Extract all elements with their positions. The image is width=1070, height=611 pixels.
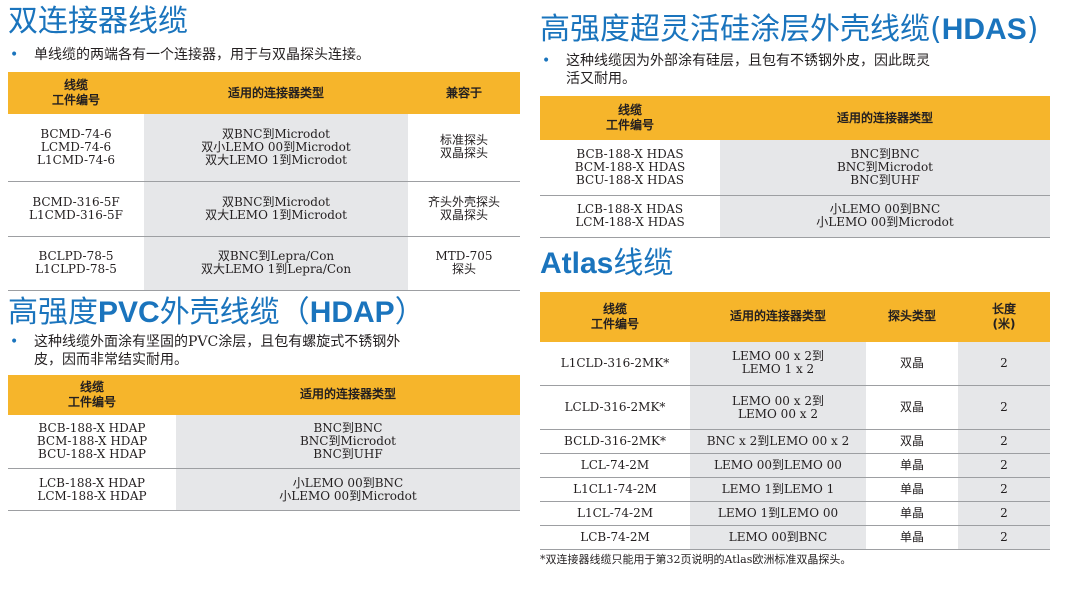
table-row: LCB-74-2M LEMO 00到BNC 单晶 2 [540, 525, 1050, 550]
part-number-cell: BCB-188-X HDAP BCM-188-X HDAP BCU-188-X … [8, 414, 176, 469]
bullet-dot-icon: • [542, 53, 551, 69]
left-column: 双连接器线缆 • 单线缆的两端各有一个连接器，用于与双晶探头连接。 线缆 工件编… [8, 0, 520, 511]
atlas-title: Atlas线缆 [540, 245, 674, 281]
probe-type-cell: 单晶 [866, 525, 958, 550]
table-row: L1CLD-316-2MK* LEMO 00 x 2到 LEMO 1 x 2 双… [540, 341, 1050, 386]
dual-cable-bullet: • 单线缆的两端各有一个连接器，用于与双晶探头连接。 [8, 46, 520, 64]
probe-type-cell: 单晶 [866, 501, 958, 526]
header-part-number: 线缆 工件编号 [540, 96, 720, 140]
part-number-cell: LCLD-316-2MK* [540, 385, 690, 430]
probe-type-cell: 双晶 [866, 385, 958, 430]
connector-cell: BNC x 2到LEMO 00 x 2 [690, 429, 866, 454]
header-length: 长度 (米) [958, 291, 1050, 342]
table-row: BCB-188-X HDAS BCM-188-X HDAS BCU-188-X … [540, 140, 1050, 195]
pvc-bullet: • 这种线缆外面涂有坚固的PVC涂层，且包有螺旋式不锈钢外 皮，因而非常结实耐用… [8, 333, 520, 369]
table-header-row: 线缆 工件编号 适用的连接器类型 探头类型 长度 (米) [540, 291, 1050, 342]
table-row: LCLD-316-2MK* LEMO 00 x 2到 LEMO 00 x 2 双… [540, 385, 1050, 430]
pvc-title: 高强度PVC外壳线缆（HDAP） [8, 294, 425, 330]
table-header-row: 线缆 工件编号 适用的连接器类型 [540, 96, 1050, 140]
probe-type-cell: 双晶 [866, 429, 958, 454]
part-number-cell: BCB-188-X HDAS BCM-188-X HDAS BCU-188-X … [540, 140, 720, 195]
right-column: 高强度超灵活硅涂层外壳线缆(HDAS) • 这种线缆因为外部涂有硅层，且包有不锈… [540, 0, 1050, 567]
table-row: LCB-188-X HDAS LCM-188-X HDAS 小LEMO 00到B… [540, 194, 1050, 238]
part-number-cell: BCLPD-78-5 L1CLPD-78-5 [8, 235, 144, 291]
header-part-number: 线缆 工件编号 [8, 374, 176, 415]
compatible-cell: MTD-705 探头 [408, 235, 520, 291]
compatible-cell: 齐头外壳探头 双晶探头 [408, 180, 520, 236]
table-row: LCL-74-2M LEMO 00到LEMO 00 单晶 2 [540, 453, 1050, 478]
length-cell: 2 [958, 525, 1050, 550]
header-connector-type: 适用的连接器类型 [690, 291, 866, 342]
hdas-title: 高强度超灵活硅涂层外壳线缆(HDAS) [540, 12, 1039, 47]
table-row: LCB-188-X HDAP LCM-188-X HDAP 小LEMO 00到B… [8, 468, 520, 511]
part-number-cell: LCL-74-2M [540, 453, 690, 478]
part-number-cell: BCLD-316-2MK* [540, 429, 690, 454]
length-cell: 2 [958, 341, 1050, 386]
connector-cell: 双BNC到Lepra/Con 双大LEMO 1到Lepra/Con [144, 235, 408, 291]
connector-cell: 双BNC到Microdot 双大LEMO 1到Microdot [144, 180, 408, 236]
connector-cell: LEMO 1到LEMO 00 [690, 501, 866, 526]
part-number-cell: BCMD-74-6 LCMD-74-6 L1CMD-74-6 [8, 114, 144, 181]
dual-cable-title: 双连接器线缆 [8, 4, 520, 40]
header-probe-type: 探头类型 [866, 291, 958, 342]
part-number-cell: L1CLD-316-2MK* [540, 341, 690, 386]
table-row: BCLD-316-2MK* BNC x 2到LEMO 00 x 2 双晶 2 [540, 429, 1050, 454]
compatible-cell: 标准探头 双晶探头 [408, 114, 520, 181]
pvc-table: 线缆 工件编号 适用的连接器类型 BCB-188-X HDAP BCM-188-… [8, 374, 520, 511]
length-cell: 2 [958, 501, 1050, 526]
pvc-bullet-line: 皮，因而非常结实耐用。 [34, 351, 188, 368]
probe-type-cell: 单晶 [866, 477, 958, 502]
hdas-bullet: • 这种线缆因为外部涂有硅层，且包有不锈钢外皮，因此既灵 活又耐用。 [540, 52, 1050, 88]
probe-type-cell: 单晶 [866, 453, 958, 478]
part-number-cell: LCB-188-X HDAP LCM-188-X HDAP [8, 468, 176, 511]
connector-cell: 小LEMO 00到BNC 小LEMO 00到Microdot [176, 468, 520, 511]
part-number-cell: LCB-188-X HDAS LCM-188-X HDAS [540, 194, 720, 238]
connector-cell: BNC到BNC BNC到Microdot BNC到UHF [176, 414, 520, 469]
atlas-footnote: *双连接器线缆只能用于第32页说明的Atlas欧洲标准双晶探头。 [540, 553, 852, 566]
header-connector-type: 适用的连接器类型 [176, 374, 520, 415]
hdas-bullet-line: 这种线缆因为外部涂有硅层，且包有不锈钢外皮，因此既灵 [566, 53, 930, 69]
length-cell: 2 [958, 385, 1050, 430]
hdas-bullet-line: 活又耐用。 [566, 71, 636, 87]
dual-cable-bullet-text: 单线缆的两端各有一个连接器，用于与双晶探头连接。 [34, 47, 370, 63]
length-cell: 2 [958, 453, 1050, 478]
header-part-number: 线缆 工件编号 [8, 72, 144, 114]
table-row: BCB-188-X HDAP BCM-188-X HDAP BCU-188-X … [8, 414, 520, 469]
table-row: BCLPD-78-5 L1CLPD-78-5 双BNC到Lepra/Con 双大… [8, 235, 520, 291]
connector-cell: LEMO 00 x 2到 LEMO 1 x 2 [690, 341, 866, 386]
header-part-number: 线缆 工件编号 [540, 291, 690, 342]
header-compatible: 兼容于 [408, 72, 520, 114]
connector-cell: LEMO 1到LEMO 1 [690, 477, 866, 502]
pvc-bullet-line: 这种线缆外面涂有坚固的PVC涂层，且包有螺旋式不锈钢外 [34, 333, 401, 350]
table-row: L1CL-74-2M LEMO 1到LEMO 00 单晶 2 [540, 501, 1050, 526]
part-number-cell: LCB-74-2M [540, 525, 690, 550]
bullet-dot-icon: • [10, 47, 19, 63]
table-row: BCMD-74-6 LCMD-74-6 L1CMD-74-6 双BNC到Micr… [8, 114, 520, 181]
part-number-cell: L1CL1-74-2M [540, 477, 690, 502]
connector-cell: 双BNC到Microdot 双小LEMO 00到Microdot 双大LEMO … [144, 114, 408, 181]
probe-type-cell: 双晶 [866, 341, 958, 386]
header-connector-type: 适用的连接器类型 [144, 72, 408, 114]
hdas-table: 线缆 工件编号 适用的连接器类型 BCB-188-X HDAS BCM-188-… [540, 96, 1050, 238]
length-cell: 2 [958, 477, 1050, 502]
length-cell: 2 [958, 429, 1050, 454]
bullet-dot-icon: • [10, 333, 19, 350]
dual-cable-table: 线缆 工件编号 适用的连接器类型 兼容于 BCMD-74-6 LCMD-74-6… [8, 72, 520, 291]
part-number-cell: BCMD-316-5F L1CMD-316-5F [8, 180, 144, 236]
atlas-table: 线缆 工件编号 适用的连接器类型 探头类型 长度 (米) L1CLD-316-2… [540, 291, 1050, 550]
part-number-cell: L1CL-74-2M [540, 501, 690, 526]
connector-cell: LEMO 00到LEMO 00 [690, 453, 866, 478]
header-connector-type: 适用的连接器类型 [720, 96, 1050, 140]
connector-cell: LEMO 00到BNC [690, 525, 866, 550]
table-header-row: 线缆 工件编号 适用的连接器类型 兼容于 [8, 72, 520, 114]
table-row: BCMD-316-5F L1CMD-316-5F 双BNC到Microdot 双… [8, 180, 520, 236]
connector-cell: 小LEMO 00到BNC 小LEMO 00到Microdot [720, 194, 1050, 238]
dual-cable-title-text: 双连接器线缆 [8, 4, 188, 39]
connector-cell: BNC到BNC BNC到Microdot BNC到UHF [720, 140, 1050, 195]
connector-cell: LEMO 00 x 2到 LEMO 00 x 2 [690, 385, 866, 430]
table-header-row: 线缆 工件编号 适用的连接器类型 [8, 374, 520, 415]
table-row: L1CL1-74-2M LEMO 1到LEMO 1 单晶 2 [540, 477, 1050, 502]
